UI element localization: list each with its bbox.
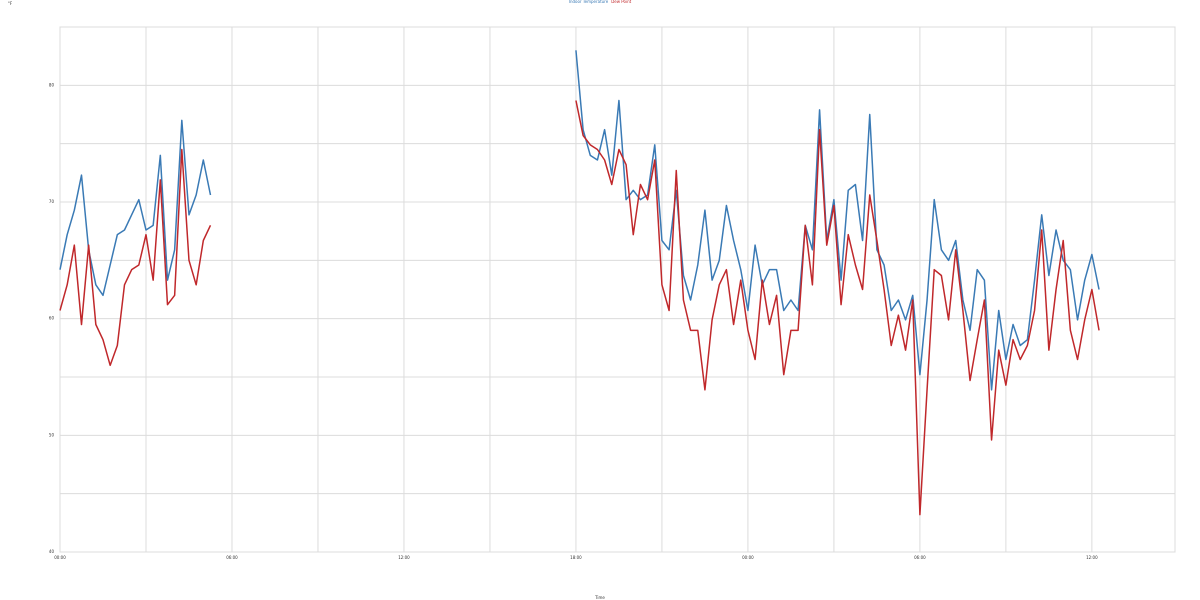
x-tick-label: 06:00 — [914, 555, 926, 560]
x-tick-label: 12:00 — [1086, 555, 1098, 560]
data-line — [59, 50, 1100, 391]
x-tick-label: 00:00 — [54, 555, 66, 560]
x-tick-label: 18:00 — [570, 555, 582, 560]
x-tick-label: 06:00 — [226, 555, 238, 560]
x-tick-label: 00:00 — [742, 555, 754, 560]
legend-entry: Dew Point — [611, 0, 631, 4]
y-tick-label: 80 — [49, 82, 55, 87]
x-axis-label: Time — [594, 595, 605, 600]
y-tick-label: 60 — [49, 316, 55, 321]
legend-entry: Indoor Temperature — [569, 0, 609, 4]
y-tick-label: 40 — [49, 549, 55, 554]
y-tick-label: 70 — [49, 199, 55, 204]
x-tick-label: 12:00 — [398, 555, 410, 560]
data-line — [59, 100, 1100, 516]
y-axis-label: °F — [8, 1, 13, 6]
legend: Indoor Temperature Dew Point — [569, 0, 632, 4]
y-tick-label: 50 — [49, 432, 55, 437]
plot-frame — [59, 26, 1176, 553]
